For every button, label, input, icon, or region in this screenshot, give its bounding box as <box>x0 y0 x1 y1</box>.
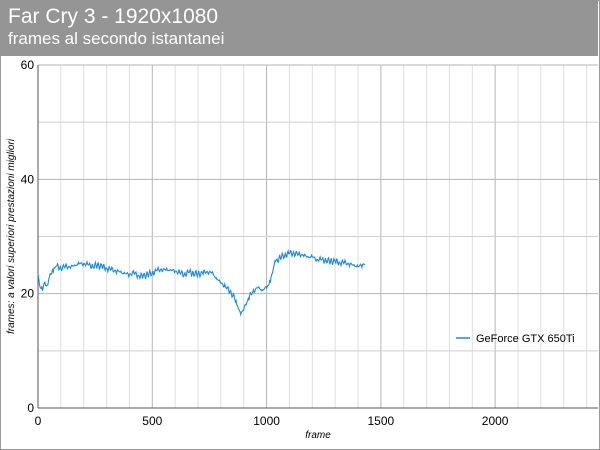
chart-header: Far Cry 3 - 1920x1080 frames al secondo … <box>0 0 598 56</box>
y-axis-label: frames: a valori superiori prestazioni m… <box>6 138 17 334</box>
y-tick-label: 0 <box>27 401 34 415</box>
legend: GeForce GTX 650Ti <box>456 333 575 345</box>
chart-subtitle: frames al secondo istantanei <box>8 29 225 48</box>
x-tick-label: 0 <box>35 414 42 428</box>
chart-title: Far Cry 3 - 1920x1080 <box>8 5 219 28</box>
y-tick-label: 60 <box>21 58 35 72</box>
series-line-0 <box>37 249 366 317</box>
x-tick-label: 1000 <box>253 414 280 428</box>
x-tick-label: 2000 <box>482 414 509 428</box>
grid-lines <box>38 64 598 408</box>
x-tick-label: 500 <box>142 414 162 428</box>
legend-label: GeForce GTX 650Ti <box>476 333 575 345</box>
tick-labels: 0 20 40 60 0 500 1000 1500 2000 <box>21 58 509 428</box>
y-tick-label: 20 <box>21 287 35 301</box>
y-tick-label: 40 <box>21 172 35 186</box>
x-tick-label: 1500 <box>368 414 395 428</box>
x-axis-label: frame <box>305 430 331 441</box>
chart-axes <box>37 65 598 409</box>
plot-area <box>37 249 366 317</box>
